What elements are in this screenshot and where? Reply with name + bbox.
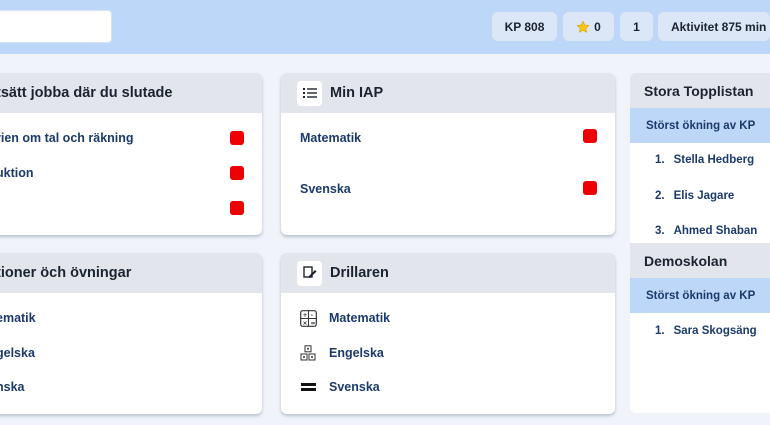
continue-card: tsätt jobba där du slutade rien om tal o… [0, 73, 262, 235]
entry-name: Sara Skogsäng [673, 325, 757, 337]
iap-item[interactable]: Matematik [281, 128, 615, 148]
status-indicator [583, 181, 597, 195]
leaderboard-entry[interactable]: 1. Stella Hedberg [655, 154, 754, 166]
lessons-item[interactable]: ematik [0, 308, 262, 328]
school-list-filter[interactable]: Störst ökning av KP [630, 278, 770, 313]
letter-blocks-icon [299, 344, 317, 362]
driller-card-title: Drillaren [330, 265, 389, 281]
status-indicator [230, 131, 244, 145]
leaderboard-entry[interactable]: 2. Elis Jagare [655, 190, 734, 202]
lessons-card-header: tioner öch övningar [0, 253, 262, 293]
school-list-title-text: Demoskolan [644, 252, 728, 269]
continue-item[interactable]: uktion [0, 163, 262, 183]
driller-item-label: Engelska [329, 346, 384, 360]
level-badge[interactable]: 1 [620, 12, 653, 41]
status-indicator [583, 129, 597, 143]
toplist-filter[interactable]: Störst ökning av KP [630, 108, 770, 143]
stars-count: 0 [594, 19, 601, 34]
level-value: 1 [633, 19, 640, 34]
lessons-card: tioner öch övningar ematik gelska nska [0, 253, 262, 414]
search-input[interactable] [0, 10, 112, 43]
school-list-title: Demoskolan [630, 243, 770, 278]
kp-label: KP 808 [504, 19, 545, 34]
bars-icon [299, 378, 317, 396]
activity-badge[interactable]: Aktivitet 875 min [658, 12, 770, 41]
entry-rank: 2. [655, 190, 665, 202]
lessons-card-title: tioner öch övningar [0, 265, 132, 281]
continue-item[interactable]: rien om tal och räkning [0, 128, 262, 148]
school-list-filter-label: Störst ökning av KP [646, 289, 756, 302]
kp-badge[interactable]: KP 808 [492, 12, 557, 41]
status-indicator [230, 166, 244, 180]
iap-card: Min IAP Matematik Svenska [281, 73, 615, 235]
lessons-item-label: ematik [0, 311, 36, 325]
iap-card-title: Min IAP [330, 85, 384, 101]
iap-item-label: Svenska [300, 182, 351, 196]
iap-item-label: Matematik [300, 131, 362, 145]
activity-label: Aktivitet 875 min [671, 19, 767, 34]
continue-item-label: rien om tal och räkning [0, 131, 134, 145]
driller-item-engelska[interactable]: Engelska [281, 343, 615, 363]
leaderboard-entry[interactable]: 1. Sara Skogsäng [655, 325, 757, 337]
driller-card: Drillaren + - × = Matematik Engelska Svensk… [281, 253, 615, 414]
list-icon [297, 80, 322, 106]
svg-text:-: - [310, 312, 313, 319]
entry-rank: 1. [655, 154, 665, 166]
iap-item[interactable]: Svenska [281, 179, 615, 199]
driller-item-label: Matematik [329, 311, 391, 325]
driller-card-header: Drillaren [281, 253, 615, 293]
driller-item-matematik[interactable]: + - × = Matematik [281, 308, 615, 328]
calculator-icon: + - × = [299, 309, 317, 327]
entry-name: Stella Hedberg [673, 154, 755, 166]
continue-item[interactable] [0, 198, 262, 218]
continue-card-header: tsätt jobba där du slutade [0, 73, 262, 113]
continue-card-title: tsätt jobba där du slutade [0, 85, 173, 101]
entry-rank: 3. [655, 225, 665, 237]
stars-badge[interactable]: 0 [563, 12, 614, 41]
svg-text:×: × [302, 320, 307, 327]
lessons-item[interactable]: nska [0, 377, 262, 397]
svg-text:+: + [302, 312, 307, 319]
status-indicator [230, 201, 244, 215]
entry-name: Ahmed Shaban [673, 225, 758, 237]
top-bar: KP 808 0 1 Aktivitet 875 min [0, 0, 770, 54]
pencil-note-icon [297, 260, 322, 286]
leaderboard-entry[interactable]: 3. Ahmed Shaban [655, 225, 757, 237]
lessons-item-label: gelska [0, 346, 35, 360]
entry-name: Elis Jagare [673, 190, 735, 202]
entry-rank: 1. [655, 325, 665, 337]
lessons-item[interactable]: gelska [0, 343, 262, 363]
lessons-item-label: nska [0, 380, 25, 394]
toplist-title: Stora Topplistan [630, 73, 770, 108]
star-icon [576, 19, 590, 33]
svg-text:=: = [310, 320, 315, 327]
driller-item-svenska[interactable]: Svenska [281, 377, 615, 397]
toplist-filter-label: Störst ökning av KP [646, 119, 756, 132]
leaderboard-panel: Stora Topplistan Störst ökning av KP 1. … [630, 73, 770, 413]
iap-card-header: Min IAP [281, 73, 615, 113]
toplist-title-text: Stora Topplistan [644, 82, 754, 99]
continue-item-label: uktion [0, 166, 34, 180]
driller-item-label: Svenska [329, 380, 380, 394]
